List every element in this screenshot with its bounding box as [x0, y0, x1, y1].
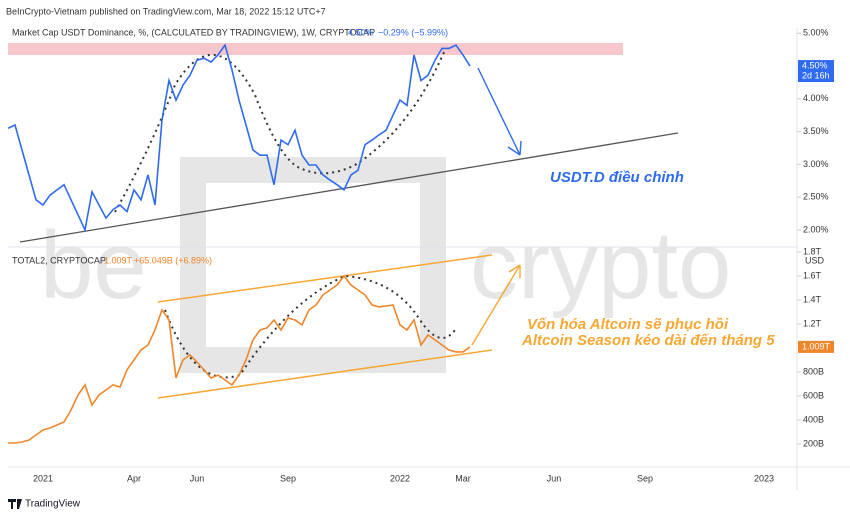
legend-title: Market Cap USDT Dominance, %, (CALCULATE… [12, 27, 375, 37]
y-tick-label: 1.4T [803, 294, 822, 304]
data-line [8, 274, 471, 444]
dotted-cycle [114, 49, 446, 213]
x-tick-label: Jun [190, 473, 205, 483]
legend: TOTAL2, CRYPTOCAP 1.009T +65.049B (+6.89… [12, 255, 212, 265]
footer: TradingView [25, 499, 81, 510]
legend-title: TOTAL2, CRYPTOCAP [12, 255, 106, 265]
annotation: Vốn hóa Altcoin sẽ phục hồi [527, 316, 729, 333]
annotation: Altcoin Season kéo dài đến tháng 5 [521, 332, 775, 349]
resistance-zone [8, 43, 623, 55]
watermark-logo [180, 157, 446, 373]
price-label: 4.50% [802, 60, 828, 70]
countdown: 2d 16h [802, 70, 830, 80]
y-tick-label: 3.50% [803, 126, 829, 136]
legend-change: +65.049B (+6.89%) [134, 255, 212, 265]
x-tick-label: Jun [547, 473, 562, 483]
trend-line [19, 132, 679, 243]
price-label: 1.009T [802, 341, 831, 351]
data-line [7, 43, 471, 233]
arrow [477, 67, 522, 156]
x-tick-label: Sep [637, 473, 653, 483]
currency: USD [805, 255, 825, 265]
y-tick-label: 1.2T [803, 318, 822, 328]
y-tick-label: 1.6T [803, 270, 822, 280]
legend-value: 4.50% [348, 27, 374, 37]
price-label-box [798, 340, 834, 353]
y-tick-label: 2.00% [803, 224, 829, 234]
y-tick-label: 3.00% [803, 159, 829, 169]
watermark: crypto [470, 212, 731, 319]
price-label-box [798, 60, 834, 83]
arrow [471, 264, 521, 346]
y-tick-label: 400B [803, 414, 824, 424]
y-tick-label: 2.50% [803, 192, 829, 202]
logo [8, 499, 22, 509]
x-tick-label: 2022 [390, 473, 410, 483]
channel-top [157, 254, 493, 303]
x-tick-label: 2021 [33, 473, 53, 483]
legend-change: −0.29% (−5.99%) [378, 27, 448, 37]
y-tick-label: 1.8T [803, 246, 822, 256]
y-tick-label: 800B [803, 366, 824, 376]
legend-value: 1.009T [104, 255, 133, 265]
x-tick-label: Apr [127, 473, 141, 483]
x-tick-label: Sep [280, 473, 296, 483]
legend: Market Cap USDT Dominance, %, (CALCULATE… [12, 27, 448, 37]
x-tick-label: 2023 [754, 473, 774, 483]
y-tick-label: 4.00% [803, 93, 829, 103]
watermark: be [40, 212, 147, 319]
header: BeInCrypto-Vietnam published on TradingV… [6, 6, 326, 16]
annotation: USDT.D điều chỉnh [550, 169, 684, 186]
y-tick-label: 600B [803, 390, 824, 400]
y-tick-label: 5.00% [803, 28, 829, 38]
x-tick-label: Mar [455, 473, 471, 483]
y-tick-label: 200B [803, 438, 824, 448]
channel-bottom [157, 349, 493, 399]
